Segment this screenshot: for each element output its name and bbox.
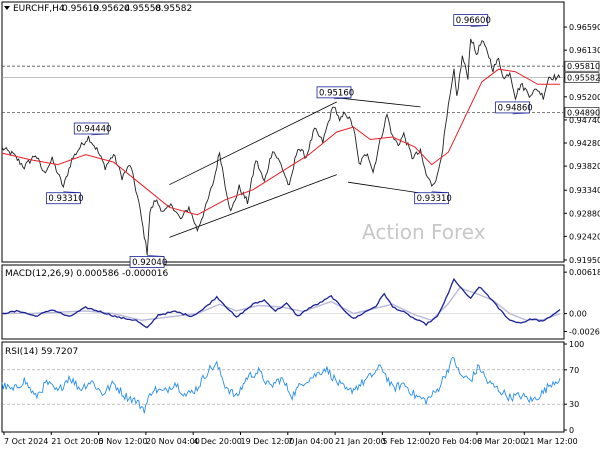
trend-line bbox=[169, 101, 337, 186]
price-tick-label: 0.96590 bbox=[569, 23, 600, 32]
macd-tick-label: -0.002679 bbox=[569, 328, 600, 337]
macd-layer: 0.006181 0.00 -0.002679 bbox=[1, 268, 600, 337]
swing-label: 0.94860 bbox=[495, 101, 533, 115]
rsi-title: RSI(14) 59.7207 bbox=[5, 347, 78, 357]
macd-tick-label: 0.00 bbox=[569, 310, 587, 319]
current-price-label: 0.95582 bbox=[564, 72, 600, 83]
x-tick-label: 7 Jan 04:00 bbox=[288, 437, 334, 446]
price-tick-label: 0.92880 bbox=[569, 209, 600, 218]
price-tick-label: 0.91950 bbox=[569, 256, 600, 265]
rsi-layer: 100 70 30 0 bbox=[1, 340, 584, 435]
x-tick-label: 4 Dec 20:00 bbox=[193, 437, 242, 446]
swing-label: 0.92040 bbox=[129, 255, 167, 268]
macd-tick-label: 0.006181 bbox=[569, 268, 600, 277]
swing-label-text: 0.94860 bbox=[498, 103, 533, 113]
rsi-line bbox=[1, 356, 561, 414]
macd-panel bbox=[1, 264, 565, 340]
ohlc-open: 0.95619 bbox=[62, 4, 99, 14]
x-tick-label: 6 Mar 20:00 bbox=[477, 437, 525, 446]
macd-signal-line bbox=[1, 287, 561, 322]
price-tick-label: 0.94280 bbox=[569, 139, 600, 148]
price-tick-label: 0.96130 bbox=[569, 46, 600, 55]
x-tick-label: 21 Jan 20:00 bbox=[335, 437, 386, 446]
x-tick-label: 21 Oct 20:00 bbox=[51, 437, 103, 446]
rsi-tick-label: 30 bbox=[569, 400, 579, 409]
watermark: Action Forex bbox=[362, 220, 486, 244]
price-tick-label: 0.93820 bbox=[569, 162, 600, 171]
x-tick-label: 20 Feb 04:00 bbox=[430, 437, 482, 446]
price-title-group: EURCHF,H4 0.95619 0.95624 0.95558 0.9558… bbox=[4, 4, 192, 14]
swing-label: 0.93310 bbox=[414, 191, 452, 204]
price-tick-label: 0.94740 bbox=[569, 116, 600, 125]
rsi-tick-label: 100 bbox=[569, 340, 584, 349]
x-tick-label: 21 Mar 12:00 bbox=[524, 437, 577, 446]
swing-label-text: 0.94440 bbox=[76, 124, 111, 134]
price-tick-label: 0.92420 bbox=[569, 232, 600, 241]
ohlc-high: 0.95624 bbox=[93, 4, 130, 14]
swing-label: 0.93310 bbox=[45, 191, 84, 204]
swing-label-text: 0.93310 bbox=[48, 194, 83, 204]
swing-label-text: 0.93310 bbox=[417, 194, 452, 204]
moving-average-line bbox=[1, 68, 560, 216]
swing-label: 0.96600 bbox=[453, 14, 491, 27]
x-tick-label: 19 Dec 12:00 bbox=[241, 437, 295, 446]
x-tick-label: 7 Oct 2024 bbox=[4, 437, 48, 446]
level-label: 0.95810 bbox=[564, 60, 600, 72]
swing-label: 0.95160 bbox=[316, 86, 354, 100]
swing-label-text: 0.92040 bbox=[132, 258, 167, 268]
collapse-triangle-icon[interactable] bbox=[4, 6, 10, 10]
price-title: EURCHF,H4 bbox=[13, 4, 65, 14]
ohlc-low: 0.95558 bbox=[124, 4, 161, 14]
level-label-text: 0.95810 bbox=[567, 62, 600, 71]
rsi-panel bbox=[1, 341, 565, 433]
x-tick-label: 5 Nov 12:00 bbox=[99, 437, 148, 446]
price-tick-label: 0.93340 bbox=[569, 186, 600, 195]
macd-main-line bbox=[1, 277, 561, 329]
current-price-text: 0.95582 bbox=[567, 74, 600, 83]
rsi-tick-label: 70 bbox=[569, 366, 579, 375]
swing-label: 0.94440 bbox=[73, 122, 111, 136]
ohlc-close: 0.95582 bbox=[155, 4, 192, 14]
x-tick-label: 5 Feb 12:00 bbox=[382, 437, 429, 446]
price-tick-label: 0.95200 bbox=[569, 93, 600, 102]
swing-label-text: 0.95160 bbox=[319, 88, 354, 98]
trend-line bbox=[169, 174, 337, 238]
rsi-tick-label: 0 bbox=[569, 426, 574, 435]
macd-title: MACD(12,26,9) 0.000586 -0.000016 bbox=[5, 269, 168, 279]
level-label: 0.94890 bbox=[564, 107, 600, 118]
level-label-text: 0.94890 bbox=[567, 108, 600, 117]
x-tick-label: 20 Nov 04:00 bbox=[146, 437, 200, 446]
swing-label-text: 0.96600 bbox=[456, 16, 491, 26]
price-panel bbox=[1, 1, 565, 263]
price-series-line bbox=[1, 38, 561, 256]
price-layer: 0.96590 0.96130 0.95582 0.95200 0.94740 0.942… bbox=[1, 14, 600, 268]
